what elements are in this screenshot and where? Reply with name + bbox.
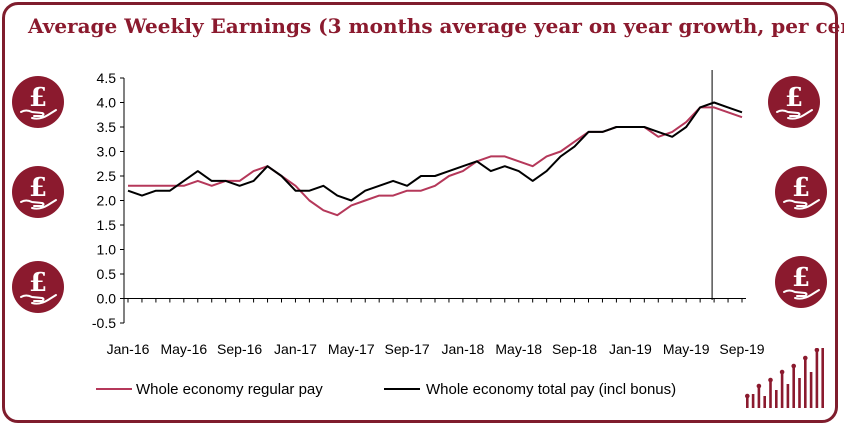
chart-title: Average Weekly Earnings (3 months averag… [28, 14, 844, 38]
y-axis-labels: 4.5 4.0 3.5 3.0 2.5 2.0 1.5 1.0 0.5 0.0 -0.5 [92, 70, 116, 331]
series-total-pay-line [127, 101, 743, 202]
svg-text:£: £ [792, 263, 810, 293]
svg-text:£: £ [29, 268, 47, 298]
x-tick-label: Jan-16 [107, 341, 150, 357]
pound-hand-icon: £ [775, 166, 827, 218]
y-tick-label: 0.0 [97, 291, 117, 307]
y-tick-label: 1.5 [97, 217, 117, 233]
svg-text:£: £ [785, 83, 803, 113]
y-tick-label: -0.5 [92, 315, 116, 331]
y-tick-label: 3.5 [97, 119, 117, 135]
x-tick-label: Jan-19 [609, 341, 652, 357]
series-regular-pay-line [128, 106, 743, 217]
pound-hand-icon: £ [12, 76, 64, 128]
x-tick-label: Sep-18 [552, 341, 597, 357]
legend-label: Whole economy regular pay [136, 381, 323, 398]
chart-series [127, 101, 743, 217]
x-axis-labels: Jan-16 May-16 Sep-16 Jan-17 May-17 Sep-17 Jan-… [107, 341, 765, 357]
bar-chart-icon [745, 348, 824, 408]
x-tick-label: May-17 [328, 341, 375, 357]
y-tick-label: 2.0 [97, 193, 117, 209]
y-tick-label: 1.0 [97, 242, 117, 258]
x-tick-label: May-16 [160, 341, 207, 357]
y-tick-label: 3.0 [97, 144, 117, 160]
pound-hand-icon: £ [12, 166, 64, 218]
x-tick-label: Sep-17 [385, 341, 430, 357]
svg-text:£: £ [792, 173, 810, 203]
chart-legend: Whole economy regular pay Whole economy t… [96, 381, 676, 398]
y-tick-label: 0.5 [97, 266, 117, 282]
x-tick-label: Sep-16 [217, 341, 262, 357]
y-tick-label: 4.5 [97, 70, 117, 86]
pound-hand-icon: £ [12, 261, 64, 313]
x-tick-label: Sep-19 [719, 341, 764, 357]
pound-hand-icon: £ [768, 76, 820, 128]
chart-axes [120, 77, 746, 324]
y-tick-label: 2.5 [97, 168, 117, 184]
y-tick-label: 4.0 [97, 95, 117, 111]
chart-frame [2, 2, 838, 423]
x-tick-label: May-19 [663, 341, 710, 357]
x-tick-label: May-18 [495, 341, 542, 357]
svg-text:£: £ [29, 83, 47, 113]
legend-label: Whole economy total pay (incl bonus) [426, 381, 676, 398]
x-tick-label: Jan-17 [274, 341, 317, 357]
svg-text:£: £ [29, 173, 47, 203]
pound-hand-icon: £ [775, 256, 827, 308]
x-tick-label: Jan-18 [442, 341, 485, 357]
